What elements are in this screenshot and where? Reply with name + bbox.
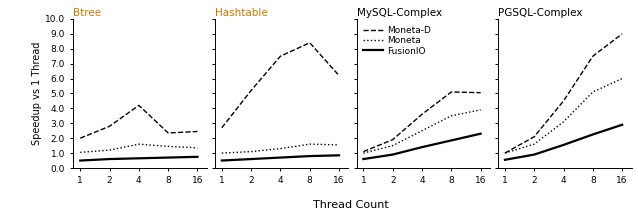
Text: Hashtable: Hashtable: [215, 8, 268, 18]
Legend: Moneta-D, Moneta, FusionIO: Moneta-D, Moneta, FusionIO: [362, 25, 431, 56]
Text: PGSQL-Complex: PGSQL-Complex: [498, 8, 582, 18]
Text: Btree: Btree: [73, 8, 101, 18]
Y-axis label: Speedup vs 1 Thread: Speedup vs 1 Thread: [32, 42, 42, 145]
Text: Thread Count: Thread Count: [313, 200, 389, 210]
Text: MySQL-Complex: MySQL-Complex: [357, 8, 441, 18]
